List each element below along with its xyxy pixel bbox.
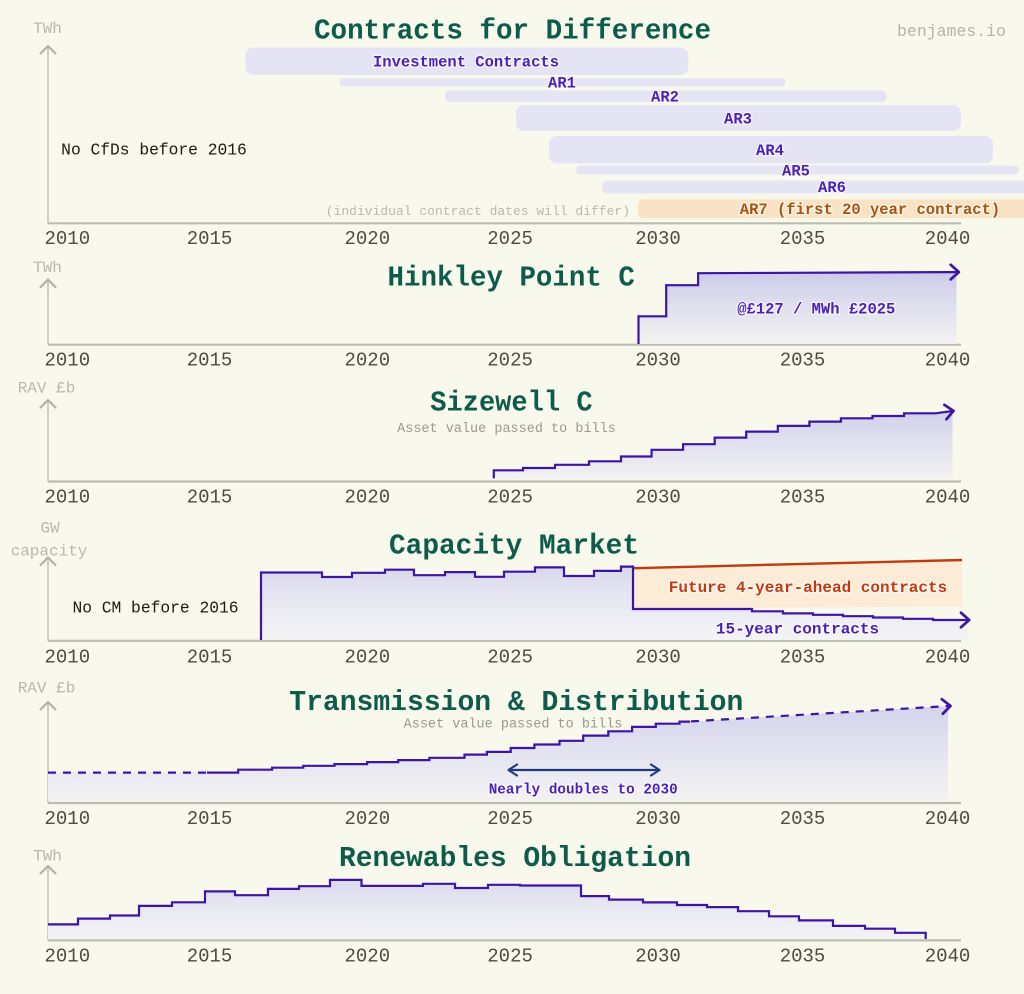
svg-text:Contracts for Difference: Contracts for Difference	[314, 15, 711, 48]
svg-text:benjames.io: benjames.io	[897, 22, 1006, 41]
svg-text:AR5: AR5	[782, 162, 810, 180]
svg-text:Investment Contracts: Investment Contracts	[373, 54, 559, 72]
svg-text:2030: 2030	[635, 487, 681, 509]
svg-text:2035: 2035	[780, 349, 826, 371]
svg-text:Hinkley Point C: Hinkley Point C	[388, 262, 635, 295]
svg-text:No CM before 2016: No CM before 2016	[72, 599, 238, 618]
svg-text:(individual contract dates wil: (individual contract dates will differ)	[326, 204, 630, 219]
svg-text:TWh: TWh	[33, 847, 62, 865]
svg-text:2030: 2030	[635, 945, 681, 967]
svg-text:2040: 2040	[925, 808, 971, 830]
svg-text:2025: 2025	[487, 646, 533, 668]
svg-text:2025: 2025	[487, 228, 533, 250]
svg-text:No CfDs before 2016: No CfDs before 2016	[61, 141, 247, 160]
svg-text:2035: 2035	[780, 945, 826, 967]
svg-text:AR7 (first 20 year contract): AR7 (first 20 year contract)	[740, 201, 1000, 219]
svg-text:2025: 2025	[487, 808, 533, 830]
svg-text:RAV £b: RAV £b	[18, 679, 76, 697]
svg-text:Nearly doubles to 2030: Nearly doubles to 2030	[489, 782, 678, 799]
svg-text:@£127 / MWh £2025: @£127 / MWh £2025	[737, 301, 895, 319]
svg-text:AR6: AR6	[818, 179, 846, 197]
svg-text:2010: 2010	[44, 228, 90, 250]
svg-text:2030: 2030	[635, 808, 681, 830]
svg-text:2020: 2020	[344, 646, 390, 668]
svg-text:2020: 2020	[344, 487, 390, 509]
svg-text:2015: 2015	[187, 349, 233, 371]
svg-text:AR3: AR3	[724, 110, 752, 128]
svg-text:2040: 2040	[925, 646, 971, 668]
svg-text:2025: 2025	[487, 945, 533, 967]
svg-text:2030: 2030	[635, 228, 681, 250]
svg-text:2025: 2025	[487, 487, 533, 509]
svg-text:2040: 2040	[925, 945, 971, 967]
svg-text:2010: 2010	[44, 945, 90, 967]
svg-text:AR4: AR4	[756, 142, 784, 160]
svg-text:AR2: AR2	[651, 89, 679, 107]
svg-text:Asset value passed to bills: Asset value passed to bills	[397, 422, 616, 437]
svg-text:2035: 2035	[780, 228, 826, 250]
svg-text:2020: 2020	[344, 945, 390, 967]
svg-text:Asset value passed to bills: Asset value passed to bills	[404, 718, 623, 733]
svg-text:TWh: TWh	[33, 20, 62, 38]
svg-text:2035: 2035	[780, 487, 826, 509]
svg-text:2040: 2040	[925, 228, 971, 250]
svg-text:Transmission & Distribution: Transmission & Distribution	[289, 686, 743, 719]
svg-text:2020: 2020	[344, 349, 390, 371]
svg-text:2030: 2030	[635, 349, 681, 371]
svg-text:2015: 2015	[187, 646, 233, 668]
svg-text:2025: 2025	[487, 349, 533, 371]
svg-text:2015: 2015	[187, 228, 233, 250]
svg-text:Capacity Market: Capacity Market	[389, 530, 639, 563]
svg-text:Renewables Obligation: Renewables Obligation	[339, 842, 691, 875]
svg-text:TWh: TWh	[33, 259, 62, 277]
svg-text:Future 4-year-ahead contracts: Future 4-year-ahead contracts	[669, 579, 947, 597]
svg-text:RAV £b: RAV £b	[18, 380, 76, 398]
svg-text:2020: 2020	[344, 808, 390, 830]
svg-text:2010: 2010	[44, 646, 90, 668]
svg-text:2030: 2030	[635, 646, 681, 668]
svg-text:2015: 2015	[187, 808, 233, 830]
svg-text:15-year contracts: 15-year contracts	[716, 621, 879, 639]
svg-text:Sizewell C: Sizewell C	[430, 386, 592, 419]
svg-text:AR1: AR1	[548, 75, 576, 93]
svg-text:2010: 2010	[44, 349, 90, 371]
svg-text:capacity: capacity	[11, 542, 88, 560]
svg-text:2010: 2010	[44, 487, 90, 509]
svg-text:2040: 2040	[925, 349, 971, 371]
svg-text:2035: 2035	[780, 808, 826, 830]
svg-text:2010: 2010	[44, 808, 90, 830]
svg-text:GW: GW	[40, 519, 60, 537]
svg-text:2040: 2040	[925, 487, 971, 509]
svg-text:2015: 2015	[187, 945, 233, 967]
svg-text:2035: 2035	[780, 646, 826, 668]
svg-text:2020: 2020	[344, 228, 390, 250]
svg-text:2015: 2015	[187, 487, 233, 509]
